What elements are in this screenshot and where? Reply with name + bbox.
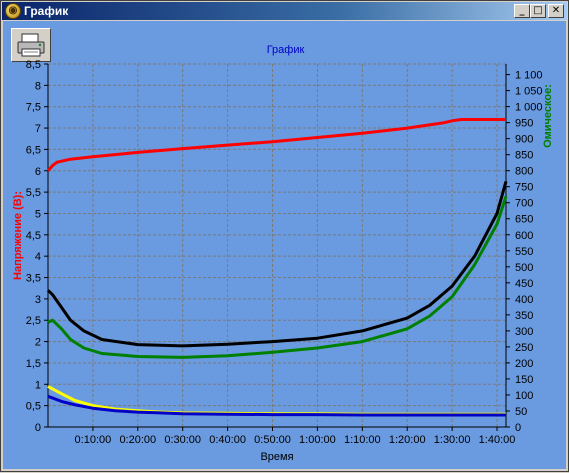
y-right-tick-label: 50 [515,406,527,418]
x-tick-label: 1:40:00 [479,434,516,446]
y-left-tick-label: 4 [35,251,41,263]
y-right-tick-label: 1 100 [515,70,543,82]
y-right-tick-label: 200 [515,358,533,370]
close-button[interactable]: ✕ [548,4,564,18]
x-tick-label: 0:30:00 [164,434,201,446]
y-right-tick-label: 350 [515,310,533,322]
printer-icon [17,33,45,57]
y-right-tick-label: 400 [515,294,533,306]
y-left-tick-label: 1,5 [26,358,41,370]
x-axis-label: Время [260,451,293,463]
y-right-tick-label: 1 050 [515,86,543,98]
y-right-tick-label: 500 [515,262,533,274]
y-left-tick-label: 8 [35,80,41,92]
y-right-tick-label: 250 [515,342,533,354]
chart-series [46,118,508,417]
x-tick-label: 0:10:00 [75,434,112,446]
y-right-tick-label: 1 000 [515,102,543,114]
y-right-tick-label: 300 [515,326,533,338]
chart-labels: Время Напряжение (В): Омическое: [12,84,554,463]
minimize-button[interactable]: _ [514,4,530,18]
series-line-0 [46,118,506,172]
x-tick-label: 0:50:00 [254,434,291,446]
x-tick-label: 1:30:00 [434,434,471,446]
series-line-4 [47,394,506,417]
y-right-tick-label: 0 [515,422,521,434]
chart-axes: 0 0,5 1 1,5 2 2,5 3 3,5 4 4,5 5 5,5 6 6,5 7 7,5 8 8,5 0 50 1… [26,59,543,446]
y-left-axis-label: Напряжение (В): [12,191,24,280]
y-left-tick-label: 3 [35,294,41,306]
y-left-tick-label: 2 [35,337,41,349]
y-left-tick-label: 3,5 [26,273,41,285]
maximize-button[interactable]: □ [530,4,546,18]
x-tick-label: 0:20:00 [119,434,156,446]
y-left-tick-label: 0,5 [26,401,41,413]
y-right-tick-label: 150 [515,374,533,386]
y-left-tick-label: 7,5 [26,102,41,114]
series-line-2 [47,195,508,359]
y-right-axis-label: Омическое: [542,84,554,148]
y-right-tick-label: 850 [515,150,533,162]
y-left-tick-label: 5 [35,208,41,220]
x-tick-label: 0:40:00 [209,434,246,446]
y-left-tick-label: 0 [35,422,41,434]
y-left-tick-label: 4,5 [26,230,41,242]
y-right-tick-label: 450 [515,278,533,290]
series-line-1 [46,180,508,348]
y-right-tick-label: 750 [515,182,533,194]
y-right-tick-label: 550 [515,246,533,258]
title-bar[interactable]: ◉ График _ □ ✕ [2,2,567,20]
x-tick-label: 1:10:00 [344,434,381,446]
x-tick-label: 1:00:00 [299,434,336,446]
y-left-tick-label: 1 [35,379,41,391]
y-right-tick-label: 600 [515,230,533,242]
print-button[interactable] [11,28,51,62]
y-left-tick-label: 8,5 [26,59,41,71]
y-right-tick-label: 900 [515,134,533,146]
y-right-tick-label: 100 [515,390,533,402]
app-icon[interactable]: ◉ [5,3,21,19]
window-title: График [24,4,69,18]
y-left-tick-label: 7 [35,123,41,135]
y-right-tick-label: 950 [515,118,533,130]
chart-grid [48,63,506,428]
y-left-tick-label: 5,5 [26,187,41,199]
y-left-tick-label: 2,5 [26,315,41,327]
y-left-tick-label: 6 [35,166,41,178]
y-right-tick-label: 650 [515,214,533,226]
chart-title: График [266,44,305,56]
y-right-tick-label: 700 [515,198,533,210]
x-tick-label: 1:20:00 [389,434,426,446]
y-left-tick-label: 6,5 [26,144,41,156]
plot-background [48,64,506,427]
y-right-tick-label: 800 [515,166,533,178]
